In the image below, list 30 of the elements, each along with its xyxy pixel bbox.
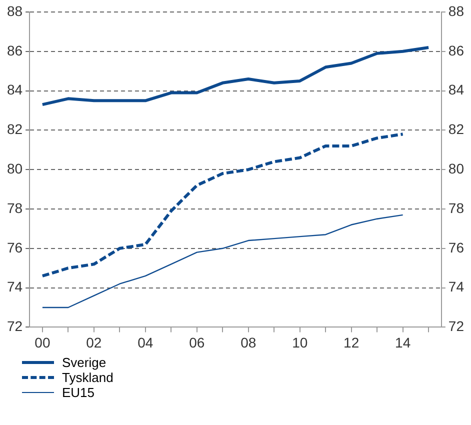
y-tick-label: 82 bbox=[6, 121, 23, 138]
y-tick-label: 76 bbox=[6, 239, 23, 256]
x-tick-label: 14 bbox=[395, 334, 411, 350]
x-tick-label: 08 bbox=[240, 334, 256, 350]
y-tick-label: 78 bbox=[6, 200, 23, 216]
x-tick-label: 10 bbox=[292, 334, 308, 350]
x-tick-label: 04 bbox=[138, 334, 154, 350]
x-tick-label: 06 bbox=[189, 334, 205, 350]
y2-tick-label: 74 bbox=[448, 278, 464, 295]
y-tick-label: 88 bbox=[6, 2, 23, 19]
y2-tick-label: 88 bbox=[448, 2, 464, 19]
y2-tick-label: 78 bbox=[448, 200, 464, 216]
y-tick-label: 84 bbox=[6, 82, 23, 98]
y-tick-label: 72 bbox=[6, 318, 23, 334]
y2-tick-label: 80 bbox=[448, 160, 464, 176]
y2-tick-label: 82 bbox=[448, 121, 464, 138]
y-tick-label: 86 bbox=[6, 42, 23, 58]
x-tick-label: 12 bbox=[344, 334, 360, 350]
legend-label: Tyskland bbox=[62, 370, 114, 385]
y2-tick-label: 84 bbox=[448, 82, 464, 98]
legend-label: Sverige bbox=[62, 355, 106, 370]
y-tick-label: 74 bbox=[6, 278, 23, 295]
y2-tick-label: 76 bbox=[448, 239, 464, 256]
y-tick-label: 80 bbox=[6, 160, 23, 176]
y2-tick-label: 72 bbox=[448, 318, 464, 334]
x-tick-label: 02 bbox=[86, 334, 102, 350]
y2-tick-label: 86 bbox=[448, 42, 464, 58]
legend-label: EU15 bbox=[62, 385, 95, 400]
x-tick-label: 00 bbox=[34, 334, 50, 350]
line-series bbox=[40, 132, 404, 278]
